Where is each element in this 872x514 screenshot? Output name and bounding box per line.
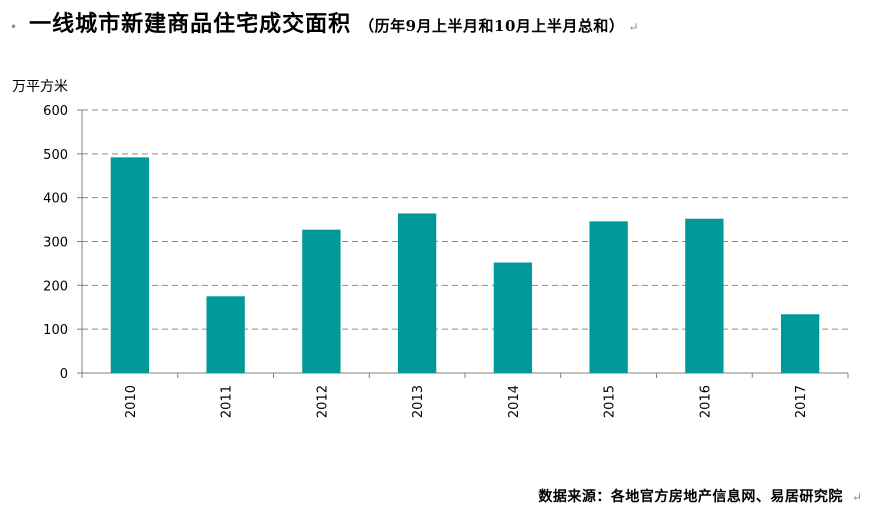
y-tick-label: 200 (43, 279, 68, 294)
y-tick-label: 100 (43, 323, 68, 338)
x-tick-label: 2010 (124, 385, 139, 418)
x-tick-label: 2015 (603, 385, 618, 418)
chart-subtitle: （历年9月上半月和10月上半月总和） (359, 17, 625, 35)
paragraph-mark-footer: ↵ (851, 490, 862, 504)
bar-2016 (685, 218, 724, 373)
bar-2011 (206, 296, 245, 373)
bar-2013 (397, 213, 437, 373)
x-tick-label: 2013 (411, 385, 426, 418)
y-tick-label: 0 (60, 367, 68, 382)
chart-title: 一线城市新建商品住宅成交面积 (29, 11, 352, 37)
chart-title-row: • 一线城市新建商品住宅成交面积 （历年9月上半月和10月上半月总和） ↵ (10, 6, 639, 37)
y-axis-label: 万平方米 (12, 79, 68, 95)
bar-2015 (589, 221, 628, 373)
x-tick-label: 2014 (507, 385, 522, 418)
x-tick-label: 2017 (794, 385, 809, 418)
bar-2010 (110, 157, 150, 373)
bar-2012 (302, 229, 341, 373)
data-source: 数据来源：各地官方房地产信息网、易居研究院 (538, 489, 843, 505)
x-tick-label: 2016 (698, 385, 713, 418)
y-tick-label: 600 (43, 104, 68, 119)
y-tick-label: 400 (43, 192, 68, 207)
bullet-mark: • (10, 20, 18, 34)
x-tick-label: 2011 (220, 385, 235, 418)
x-tick-label: 2012 (315, 385, 330, 418)
y-tick-label: 500 (43, 148, 68, 163)
bar-2014 (493, 262, 533, 373)
source-row: 数据来源：各地官方房地产信息网、易居研究院 ↵ (538, 486, 862, 506)
bar-2017 (780, 314, 820, 373)
paragraph-mark: ↵ (628, 20, 639, 34)
y-tick-label: 300 (43, 236, 68, 251)
